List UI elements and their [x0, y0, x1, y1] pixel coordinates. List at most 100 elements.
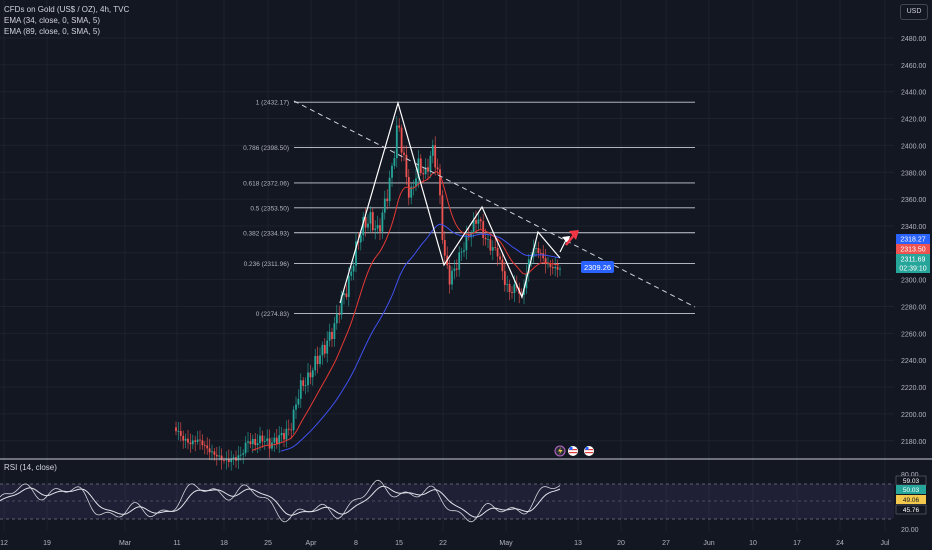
- candle-body: [374, 228, 377, 231]
- candle-body: [431, 145, 434, 156]
- rsi-smoothed-line: [0, 485, 561, 518]
- pattern-zigzag-drawing[interactable]: [339, 100, 561, 304]
- candle-body: [547, 263, 549, 265]
- price-axis-tag-text: 2318.27: [900, 237, 925, 244]
- price-axis[interactable]: [894, 0, 932, 550]
- candle-body: [220, 455, 223, 461]
- candle-body: [472, 220, 475, 234]
- candle-body: [434, 145, 437, 168]
- price-tick-label: 2220.00: [901, 385, 926, 392]
- time-tick-label: 22: [439, 540, 447, 547]
- candle-body: [268, 438, 271, 449]
- currency-button[interactable]: USD: [900, 4, 928, 20]
- candle-body: [364, 216, 367, 228]
- candle-body: [187, 438, 189, 443]
- price-axis-tag-text: 2313.50: [900, 247, 925, 254]
- rsi-value-text: 49.06: [903, 497, 920, 504]
- chart-legend[interactable]: CFDs on Gold (US$ / OZ), 4h, TVC EMA (34…: [4, 4, 129, 37]
- time-tick-label: 10: [749, 540, 757, 547]
- ema-34-line: [251, 171, 560, 451]
- candle-body: [443, 240, 446, 256]
- time-tick-label: 24: [836, 540, 844, 547]
- candle-body: [328, 331, 331, 341]
- candle-body: [503, 271, 506, 285]
- ema-34-legend[interactable]: EMA (34, close, 0, SMA, 5): [4, 16, 101, 25]
- candle-body: [371, 212, 374, 231]
- lightning-icon: [558, 447, 563, 455]
- price-tick-label: 2380.00: [901, 170, 926, 177]
- candle-body: [340, 295, 343, 315]
- price-tick-label: 2300.00: [901, 278, 926, 285]
- ema-89-legend[interactable]: EMA (89, close, 0, SMA, 5): [4, 27, 101, 36]
- candle-body: [227, 458, 230, 463]
- candle-body: [350, 271, 353, 276]
- price-tick-label: 2200.00: [901, 412, 926, 419]
- candle-body: [196, 439, 199, 442]
- candle-body: [314, 355, 317, 371]
- candle-body: [316, 355, 319, 365]
- price-tick-label: 2440.00: [901, 90, 926, 97]
- candle-body: [479, 219, 482, 222]
- projection-red-arrow[interactable]: [565, 234, 575, 246]
- candle-body: [201, 440, 204, 446]
- price-axis-tag: [896, 263, 930, 273]
- candle-body: [287, 428, 290, 430]
- price-axis-tag: [896, 254, 930, 264]
- time-tick-label: 20: [617, 540, 625, 547]
- candle-body: [208, 448, 211, 453]
- fib-level-label: 1 (2432.17): [256, 100, 289, 107]
- rsi-legend[interactable]: RSI (14, close): [4, 463, 57, 472]
- fib-level-label: 0 (2274.83): [256, 311, 289, 318]
- candle-body: [251, 438, 254, 445]
- time-axis[interactable]: [0, 531, 932, 550]
- price-axis-tag-text: 2311.69: [901, 257, 926, 264]
- candle-body: [391, 165, 393, 178]
- price-axis-labels: 2318.27 2313.50 2311.69 02:39:10: [896, 234, 930, 273]
- candle-body: [441, 195, 444, 241]
- candle-body: [527, 259, 530, 274]
- candle-body: [278, 435, 281, 445]
- candle-body: [436, 167, 439, 170]
- candle-body: [237, 455, 240, 461]
- time-tick-label: 17: [793, 540, 801, 547]
- grid: [0, 0, 894, 531]
- event-icons[interactable]: [554, 445, 594, 457]
- fibonacci-retracement[interactable]: 1 (2432.17) 0.786 (2398.50) 0.618 (2372.06…: [243, 100, 695, 318]
- candle-body: [244, 442, 247, 454]
- candle-body: [345, 293, 348, 297]
- candle-body: [453, 268, 456, 271]
- projection-red-arrowhead: [569, 230, 579, 240]
- candle-body: [249, 441, 252, 445]
- projection-white-arrow[interactable]: [559, 239, 567, 253]
- candle-body: [230, 458, 233, 463]
- candle-body: [259, 435, 261, 444]
- time-tick-label: 11: [173, 540, 180, 547]
- candle-body: [302, 380, 305, 386]
- rsi-band-background: [0, 484, 894, 519]
- candle-body: [477, 219, 480, 224]
- candle-body: [321, 344, 324, 356]
- fib-level-label: 0.382 (2334.93): [243, 230, 289, 237]
- price-tick-label: 2420.00: [901, 117, 926, 124]
- candle-body: [307, 372, 309, 386]
- candle-body: [506, 284, 509, 285]
- candle-body: [232, 457, 235, 459]
- candle-body: [295, 404, 297, 410]
- price-tick-label: 2400.00: [901, 143, 926, 150]
- price-tick-label: 2280.00: [901, 305, 926, 312]
- rsi-value-text: 45.76: [903, 507, 920, 514]
- candle-body: [213, 451, 216, 455]
- candle-body: [309, 372, 312, 378]
- symbol-title[interactable]: CFDs on Gold (US$ / OZ), 4h, TVC: [4, 5, 130, 14]
- candle-body: [496, 247, 499, 257]
- candle-body: [429, 155, 432, 172]
- candle-body: [549, 263, 552, 268]
- descending-trendline[interactable]: [293, 100, 696, 308]
- candle-body: [254, 438, 257, 446]
- time-tick-label: 8: [354, 540, 358, 547]
- annotation-price-tag[interactable]: 2309.26: [581, 261, 614, 273]
- candle-body: [511, 292, 513, 293]
- candle-body: [491, 247, 494, 251]
